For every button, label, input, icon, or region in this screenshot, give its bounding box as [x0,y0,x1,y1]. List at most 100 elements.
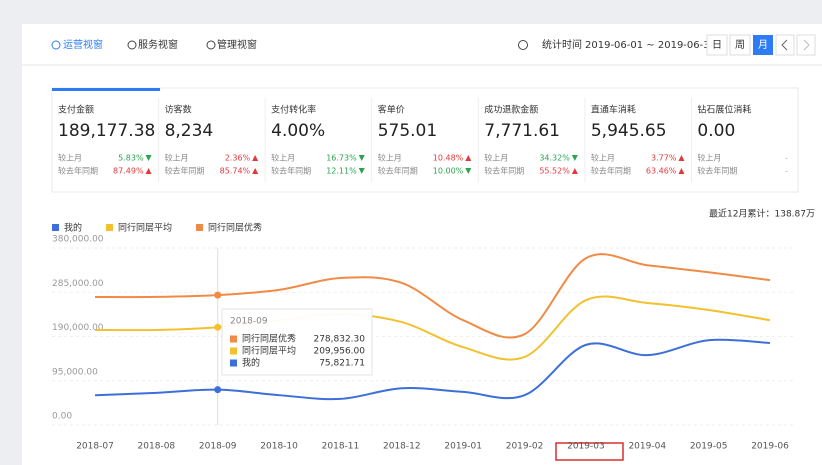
card-value: 189,177.38 [58,121,155,141]
arrow-up [678,168,685,174]
tooltip [221,308,373,376]
legend-label: 我的 [64,222,82,234]
arrow-up [571,168,578,174]
x-tick-label: 2018-10 [260,442,298,452]
card-compare-value: 55.52% [539,167,570,176]
arrow-up [465,155,472,161]
legend-swatch [52,224,59,231]
tooltip-swatch [230,335,237,343]
tooltip-swatch [230,347,237,355]
card-title: 钻石展位消耗 [697,104,751,116]
y-tick-label: 190,000.00 [52,323,104,333]
card-compare-label: 较上月 [378,153,402,163]
card-value: 575.01 [378,121,437,141]
x-tick-label: 2018-09 [199,442,237,452]
card-compare-label: 较去年同期 [378,166,418,176]
tab[interactable]: 管理视窗 [217,38,257,51]
button[interactable] [729,34,751,56]
card-compare-value: 10.00% [433,167,464,176]
card-active-bar [52,88,160,91]
tab-icon [51,40,61,50]
period-label: 统计时间 [542,38,582,51]
card-compare-value: 5.83% [118,154,144,163]
card-compare-value: 87.49% [113,167,144,176]
button-label: 月 [758,39,768,51]
highlight-point [214,323,222,331]
y-tick-label: 95,000.00 [52,367,98,377]
legend-label: 同行同层优秀 [208,222,262,234]
tooltip-name: 同行同层优秀 [242,333,296,345]
card-compare-value: 63.46% [646,167,677,176]
legend-swatch [196,224,204,231]
x-tick-label: 2018-12 [383,442,421,452]
card-value: 4.00% [271,121,325,141]
card-compare-label: 较去年同期 [58,166,98,176]
y-tick-label: 0.00 [52,412,72,422]
next-icon [803,39,810,51]
arrow-up [145,168,152,174]
card-title: 直通车消耗 [591,104,636,116]
tooltip-value: 75,821.71 [319,359,365,369]
card-compare-value: 3.77% [651,154,677,163]
arrow-down [358,155,365,161]
x-tick-label: 2019-06 [751,442,789,452]
card-compare-label: 较去年同期 [484,166,524,176]
card-compare-value: 34.32% [539,154,570,163]
card-title: 客单价 [378,104,405,116]
x-tick-label: 2019-01 [444,442,482,452]
card-compare-label: 较上月 [697,153,721,163]
card-compare-label: 较去年同期 [591,166,631,176]
card-compare-value: - [785,167,788,176]
button-label: 日 [712,40,722,51]
card-title: 支付转化率 [271,104,316,116]
arrow-down [358,168,365,174]
tooltip-swatch [230,359,237,367]
button[interactable] [706,34,728,56]
card-compare-value: 12.11% [326,167,357,176]
card-compare-label: 较去年同期 [697,166,737,176]
card-compare-value: 2.36% [225,154,251,163]
period-range: 2019-06-01 ~ 2019-06-30 [585,40,716,51]
tooltip-value: 209,956.00 [313,347,365,357]
button-active[interactable] [753,35,773,55]
card-compare-label: 较上月 [591,153,615,163]
annotation: 最近12月累计：138.87万 [709,208,815,220]
card-compare-label: 较去年同期 [271,166,311,176]
arrow-down [465,168,472,174]
x-tick-label: 2019-04 [628,442,666,452]
prev-icon [781,39,788,51]
arrow-up [252,168,259,174]
card-compare-value: 10.48% [433,154,464,163]
next-button[interactable] [796,34,816,56]
prev-button[interactable] [775,34,795,56]
x-tick-label: 2019-05 [690,442,728,452]
highlight-point [214,291,222,299]
info-icon [518,40,528,50]
card-title: 支付金额 [58,104,94,116]
x-tick-label: 2018-07 [76,442,114,452]
card-value: 5,945.65 [591,121,667,141]
x-tick-label: 2018-11 [322,442,360,452]
highlight-box [555,442,624,461]
legend-swatch [106,224,114,231]
card-title: 成功退款金额 [484,104,538,116]
card-compare-value: - [785,154,788,163]
card-compare-value: 16.73% [326,154,357,163]
card-title: 访客数 [165,104,192,116]
x-tick-label: 2018-08 [138,442,176,452]
tab-icon [127,40,137,50]
tooltip-name: 同行同层平均 [242,345,296,357]
card-compare-value: 85.74% [220,167,251,176]
y-tick-label: 380,000.00 [52,235,104,245]
card-value: 0.00 [697,121,735,141]
tooltip-value: 278,832.30 [313,335,365,345]
card-value: 7,771.61 [484,121,560,141]
legend-label: 同行同层平均 [118,222,172,234]
tab[interactable]: 运营视窗 [63,38,103,51]
tab[interactable]: 服务视窗 [138,38,178,51]
card-compare-label: 较上月 [58,153,82,163]
arrow-down [145,155,152,161]
tooltip-title: 2018-09 [230,317,268,327]
